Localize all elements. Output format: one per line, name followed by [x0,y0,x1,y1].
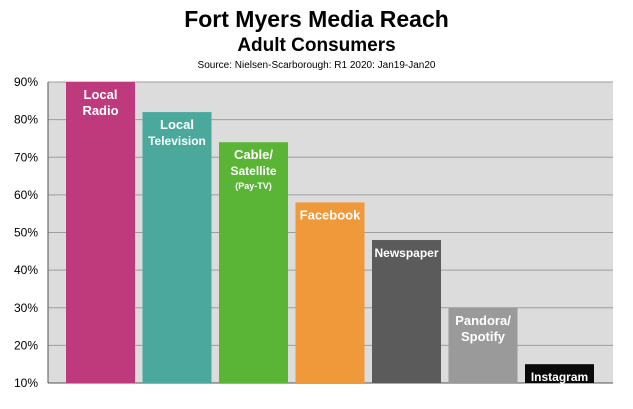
bar-label: Local [160,117,194,132]
y-tick-label: 80% [14,113,38,127]
bar-label: Cable/ [234,147,273,162]
bar [219,142,288,383]
bar-label: Facebook [300,207,361,222]
bar [525,364,594,383]
y-tick-label: 20% [14,338,38,352]
bar-label: Spotify [461,329,506,344]
chart-subtitle: Adult Consumers [237,35,396,56]
chart-source: Source: Nielsen-Scarborough: R1 2020: Ja… [197,60,436,71]
bar [372,240,441,383]
y-tick-label: 10% [14,376,38,390]
bar-label: Instagram [531,370,588,384]
chart-title: Fort Myers Media Reach [184,6,449,32]
y-tick-label: 60% [14,188,38,202]
bar [448,307,518,383]
y-tick-label: 30% [14,301,38,315]
bar [142,112,212,383]
bar-label: Satellite [230,164,276,178]
bar [66,82,135,383]
bar-label: Radio [82,103,118,118]
bar-label: Television [148,134,206,148]
y-tick-label: 70% [14,150,38,164]
bar-label: (Pay-TV) [235,181,272,191]
y-tick-label: 40% [14,263,38,277]
bar [295,202,365,383]
bar-label: Pandora/ [455,313,511,328]
y-tick-label: 90% [14,75,38,89]
y-tick-label: 50% [14,226,38,240]
bar-label: Local [84,87,118,102]
bar-label: Newspaper [374,246,438,260]
